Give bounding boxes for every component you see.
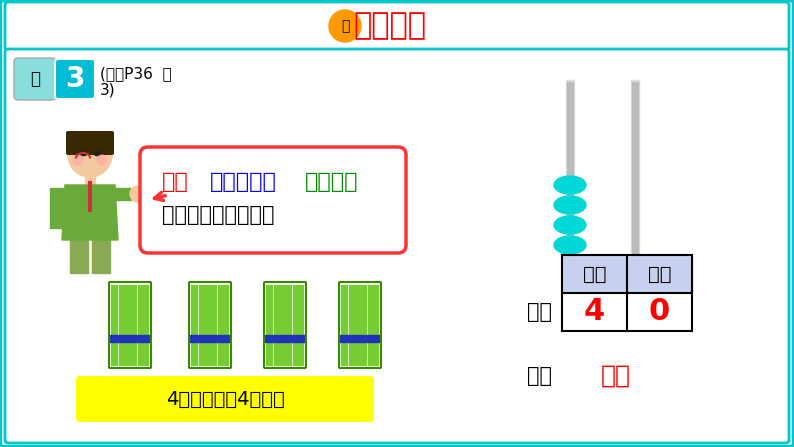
Bar xyxy=(631,80,639,255)
Bar xyxy=(353,285,355,365)
Bar xyxy=(281,285,283,365)
Bar xyxy=(190,335,230,342)
Text: 写作: 写作 xyxy=(527,302,552,322)
Text: 3): 3) xyxy=(100,83,116,97)
Bar xyxy=(225,285,228,365)
Bar xyxy=(85,175,95,185)
Bar xyxy=(214,285,216,365)
Bar xyxy=(92,238,110,273)
Bar xyxy=(289,285,291,365)
Bar xyxy=(567,82,573,255)
Bar xyxy=(222,285,224,365)
Text: 🚀: 🚀 xyxy=(341,19,349,33)
Text: 四十: 四十 xyxy=(601,364,631,388)
Bar xyxy=(191,285,194,365)
Bar xyxy=(300,285,303,365)
Text: 个位: 个位 xyxy=(648,265,671,283)
Ellipse shape xyxy=(554,216,586,234)
Bar xyxy=(118,285,121,365)
Bar xyxy=(265,335,305,342)
FancyBboxPatch shape xyxy=(55,59,95,99)
Circle shape xyxy=(329,10,361,42)
Bar xyxy=(198,285,201,365)
Bar xyxy=(195,285,197,365)
Bar xyxy=(134,285,137,365)
Text: 这些数怎么读写呢？: 这些数怎么读写呢？ xyxy=(162,205,275,225)
Bar xyxy=(357,285,359,365)
Circle shape xyxy=(68,133,112,177)
Bar xyxy=(368,285,370,365)
Text: 、二十七、: 、二十七、 xyxy=(210,172,277,192)
Bar xyxy=(110,335,150,342)
Bar xyxy=(266,285,268,365)
Bar xyxy=(364,285,366,365)
FancyBboxPatch shape xyxy=(140,147,406,253)
Bar xyxy=(372,285,374,365)
Bar xyxy=(130,285,133,365)
Bar xyxy=(341,285,344,365)
Bar xyxy=(113,188,131,200)
Bar xyxy=(210,285,213,365)
Text: 3: 3 xyxy=(65,65,85,93)
Bar xyxy=(566,80,574,255)
Bar xyxy=(137,285,140,365)
Bar xyxy=(70,238,88,273)
Bar xyxy=(360,285,363,365)
Text: 4捆小棒表示4个十。: 4捆小棒表示4个十。 xyxy=(166,389,284,409)
Bar xyxy=(293,285,295,365)
Text: (教材P36  例: (教材P36 例 xyxy=(100,67,172,81)
Polygon shape xyxy=(62,185,118,240)
Ellipse shape xyxy=(554,236,586,254)
FancyBboxPatch shape xyxy=(5,2,789,50)
Bar xyxy=(296,285,299,365)
Text: 读作: 读作 xyxy=(527,366,552,386)
Text: 三十三，: 三十三， xyxy=(305,172,359,192)
Bar xyxy=(50,188,68,228)
Text: 4: 4 xyxy=(584,298,605,326)
Ellipse shape xyxy=(554,176,586,194)
Bar xyxy=(349,285,351,365)
Bar xyxy=(376,285,378,365)
Bar xyxy=(340,335,380,342)
Text: 0: 0 xyxy=(649,298,670,326)
Bar xyxy=(277,285,280,365)
Bar xyxy=(627,293,692,331)
Text: 探索新知: 探索新知 xyxy=(353,12,426,41)
Bar xyxy=(274,285,276,365)
Bar xyxy=(562,293,627,331)
Bar xyxy=(202,285,205,365)
Bar xyxy=(270,285,272,365)
Bar xyxy=(122,285,125,365)
Bar xyxy=(345,285,347,365)
Bar xyxy=(218,285,220,365)
FancyBboxPatch shape xyxy=(66,131,114,155)
Ellipse shape xyxy=(554,196,586,214)
Bar xyxy=(285,285,287,365)
FancyBboxPatch shape xyxy=(76,376,374,422)
Text: 十位: 十位 xyxy=(583,265,607,283)
Bar xyxy=(206,285,209,365)
Bar xyxy=(145,285,148,365)
Bar xyxy=(627,255,692,293)
Bar xyxy=(115,285,118,365)
FancyBboxPatch shape xyxy=(5,49,789,443)
Text: 🔍: 🔍 xyxy=(30,70,40,88)
Bar xyxy=(141,285,144,365)
FancyBboxPatch shape xyxy=(14,58,56,100)
Circle shape xyxy=(130,186,146,202)
Text: 四十: 四十 xyxy=(162,172,189,192)
Bar xyxy=(111,285,114,365)
Circle shape xyxy=(73,155,83,165)
Bar xyxy=(126,285,129,365)
Circle shape xyxy=(97,155,107,165)
Bar xyxy=(562,255,627,293)
Bar xyxy=(632,82,638,255)
